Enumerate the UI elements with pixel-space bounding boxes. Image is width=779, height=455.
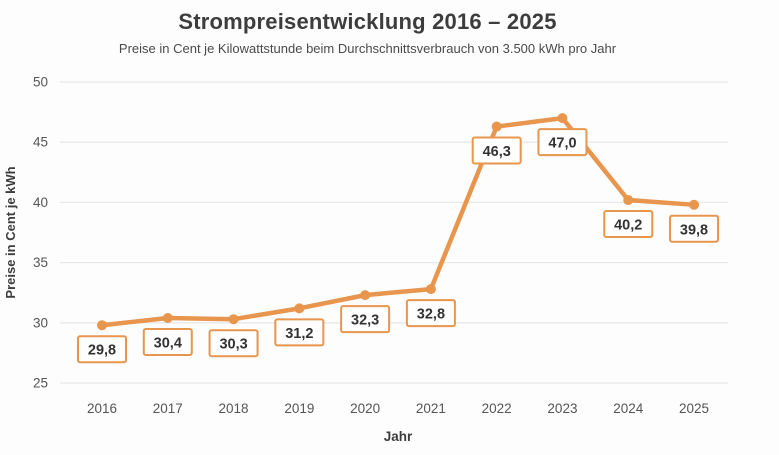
data-point xyxy=(425,284,436,295)
y-tick-label: 30 xyxy=(33,315,48,330)
data-label: 39,8 xyxy=(680,222,708,238)
x-tick-label: 2016 xyxy=(87,401,117,416)
y-axis-title: Preise in Cent je kWh xyxy=(3,166,18,298)
data-label-box xyxy=(208,329,259,358)
x-tick-label: 2024 xyxy=(613,401,644,416)
x-tick-label: 2022 xyxy=(482,401,512,416)
x-tick-label: 2021 xyxy=(416,401,446,416)
data-point xyxy=(689,199,700,210)
data-point xyxy=(294,303,305,314)
y-tick-label: 45 xyxy=(33,135,48,150)
y-tick-label: 35 xyxy=(33,255,48,270)
x-tick-label: 2023 xyxy=(547,401,577,416)
data-label-box xyxy=(142,327,193,356)
x-tick-label: 2019 xyxy=(284,401,314,416)
data-label: 32,3 xyxy=(351,313,379,329)
x-tick-label: 2018 xyxy=(219,401,249,416)
data-label-box xyxy=(537,128,588,157)
data-label: 29,8 xyxy=(88,343,116,359)
data-label-box xyxy=(603,209,654,238)
data-label: 46,3 xyxy=(483,144,511,160)
data-label-box xyxy=(471,136,522,165)
y-tick-label: 25 xyxy=(33,376,48,391)
x-axis-title: Jahr xyxy=(384,429,413,444)
data-label-box xyxy=(274,318,325,347)
data-point xyxy=(228,314,239,325)
data-point xyxy=(162,312,173,323)
data-point xyxy=(491,121,502,132)
data-point xyxy=(97,320,107,331)
data-label-box xyxy=(405,299,456,328)
y-tick-label: 40 xyxy=(33,195,48,210)
x-tick-label: 2017 xyxy=(153,401,183,416)
data-label: 40,2 xyxy=(614,217,642,233)
x-tick-label: 2020 xyxy=(350,401,380,416)
data-point xyxy=(623,194,634,205)
x-tick-label: 2025 xyxy=(679,401,709,416)
data-label-box xyxy=(340,305,391,334)
data-point xyxy=(557,113,568,124)
y-tick-label: 50 xyxy=(33,75,48,90)
data-label: 30,3 xyxy=(219,337,247,353)
data-label-box xyxy=(669,214,720,243)
data-label: 30,4 xyxy=(154,335,182,351)
data-label: 47,0 xyxy=(548,136,576,152)
data-label: 32,8 xyxy=(417,307,445,323)
data-label: 31,2 xyxy=(285,326,313,342)
data-line xyxy=(99,115,697,328)
data-point xyxy=(360,290,371,301)
data-label-box xyxy=(77,335,127,364)
